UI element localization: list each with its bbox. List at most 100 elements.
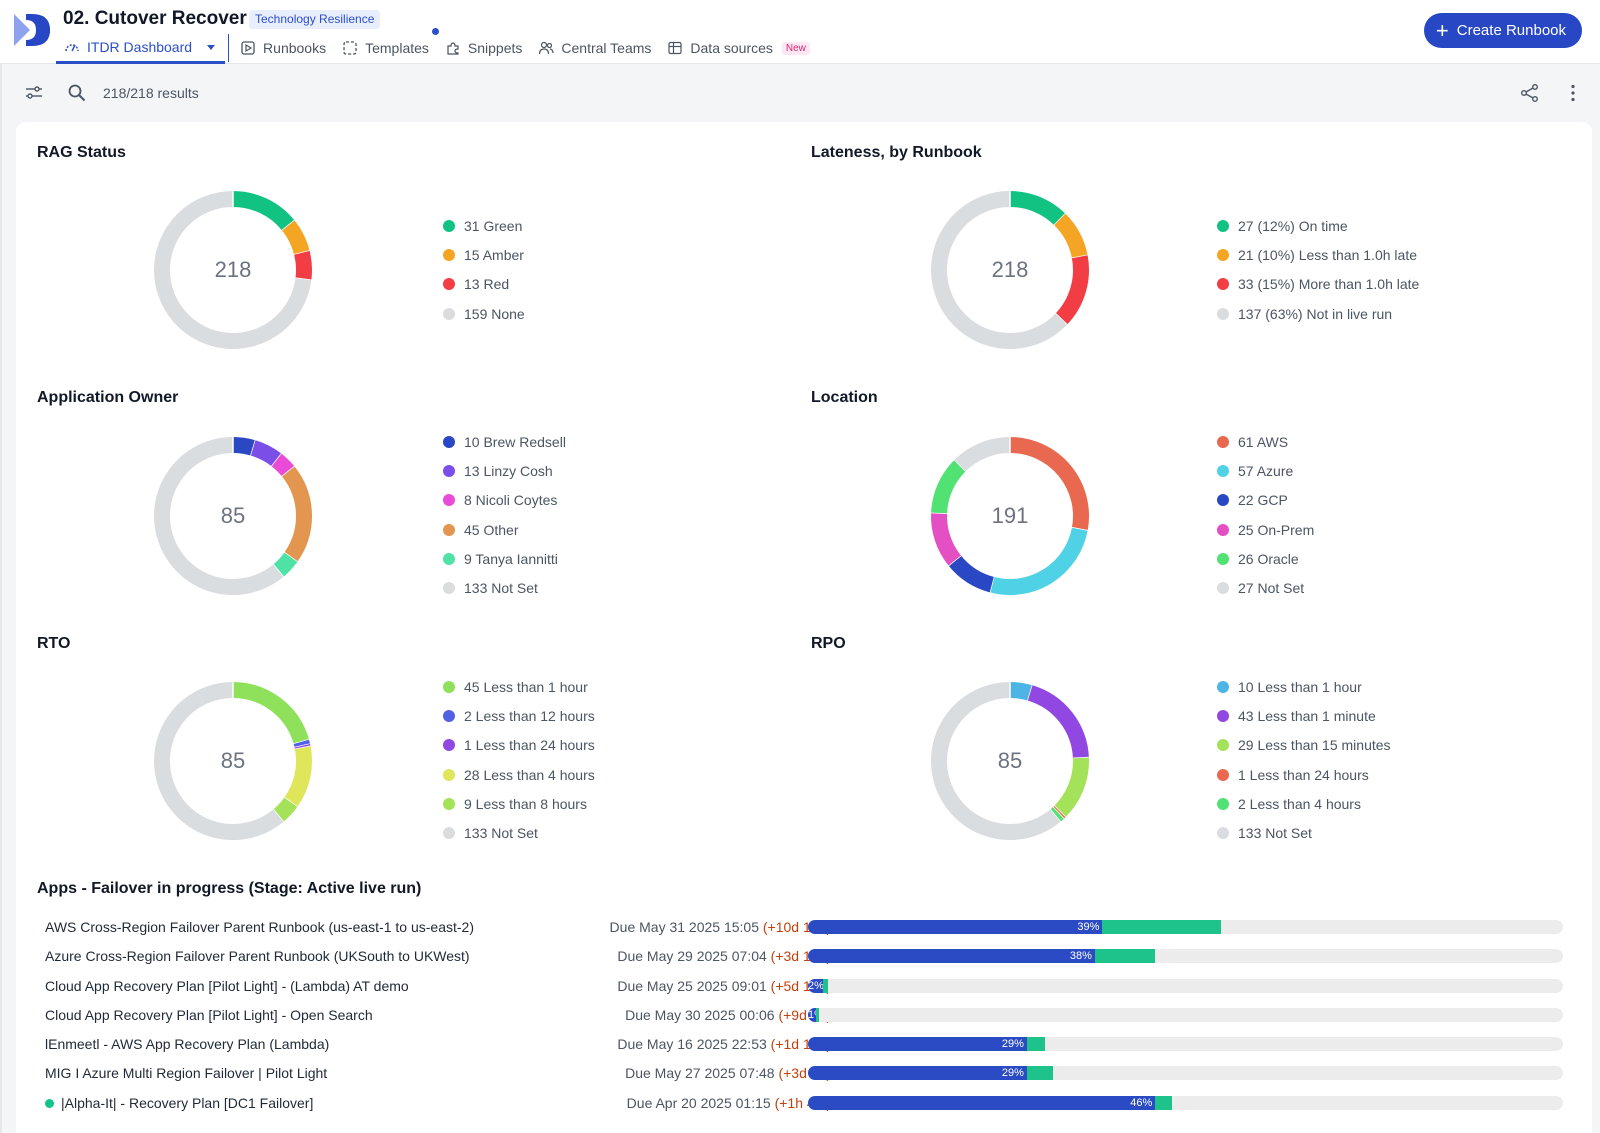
tab-snippets[interactable]: Snippets <box>437 32 530 64</box>
app-row[interactable]: Cloud App Recovery Plan [Pilot Light] - … <box>40 1002 1570 1031</box>
donut-slice[interactable] <box>154 682 284 840</box>
legend-item[interactable]: 43 Less than 1 minute <box>1217 701 1391 730</box>
legend-item[interactable]: 133 Not Set <box>443 818 595 847</box>
donut-slice[interactable] <box>1054 757 1089 818</box>
slice-separator <box>1052 212 1067 227</box>
app-name[interactable]: Cloud App Recovery Plan [Pilot Light] - … <box>45 978 409 994</box>
legend-item[interactable]: 13 Linzy Cosh <box>443 456 566 485</box>
legend-swatch <box>443 435 455 448</box>
donut-slice[interactable] <box>931 459 966 514</box>
progress-bar[interactable]: 46% <box>808 1095 1563 1110</box>
legend-item[interactable]: 10 Brew Redsell <box>443 427 566 456</box>
progress-bar[interactable]: 1% <box>808 1007 1563 1022</box>
legend-item[interactable]: 13 Red <box>443 270 525 299</box>
progress-bar[interactable]: 29% <box>808 1037 1563 1052</box>
app-name[interactable]: Cloud App Recovery Plan [Pilot Light] - … <box>45 1007 373 1023</box>
app-row[interactable]: |Alpha-It| - Recovery Plan [DC1 Failover… <box>40 1090 1570 1119</box>
app-name[interactable]: Azure Cross-Region Failover Parent Runbo… <box>45 948 470 964</box>
legend-item[interactable]: 25 On-Prem <box>1217 515 1314 544</box>
donut-slice[interactable] <box>954 437 1011 472</box>
rto-donut[interactable]: 85 <box>153 681 313 841</box>
legend-item[interactable]: 9 Tanya Iannitti <box>443 544 566 573</box>
app-name[interactable]: AWS Cross-Region Failover Parent Runbook… <box>45 919 474 935</box>
apps-failover-list: AWS Cross-Region Failover Parent Runbook… <box>40 914 1570 1119</box>
donut-slice[interactable] <box>931 512 962 566</box>
legend-item[interactable]: 45 Other <box>443 515 566 544</box>
donut-slice[interactable] <box>989 527 1088 595</box>
filter-sliders-icon[interactable] <box>24 83 44 103</box>
tab-templates[interactable]: Templates <box>334 28 439 64</box>
donut-slice[interactable] <box>281 220 310 256</box>
donut-slice[interactable] <box>948 555 995 593</box>
donut-slice[interactable] <box>931 682 1061 840</box>
donut-slice[interactable] <box>232 191 295 231</box>
tab-data-sources[interactable]: Data sources New <box>659 32 818 64</box>
donut-slice[interactable] <box>232 682 310 745</box>
legend-item[interactable]: 133 Not Set <box>1217 818 1391 847</box>
progress-bar[interactable]: 38% <box>808 949 1563 964</box>
donut-slice[interactable] <box>1054 213 1088 259</box>
legend-item[interactable]: 2 Less than 12 hours <box>443 701 595 730</box>
app-name[interactable]: MIG I Azure Multi Region Failover | Pilo… <box>45 1065 327 1081</box>
legend-item[interactable]: 26 Oracle <box>1217 544 1314 573</box>
app-name-text: lEnmeetl - AWS App Recovery Plan (Lambda… <box>45 1036 330 1053</box>
legend-item[interactable]: 22 GCP <box>1217 486 1314 515</box>
donut-slice[interactable] <box>1009 191 1066 226</box>
legend-item[interactable]: 15 Amber <box>443 240 525 269</box>
share-icon[interactable] <box>1520 83 1540 103</box>
more-vertical-icon[interactable] <box>1563 83 1583 103</box>
tab-itdr-dashboard[interactable]: ITDR Dashboard <box>56 32 226 64</box>
donut-slice[interactable] <box>284 746 312 807</box>
legend-item[interactable]: 133 Not Set <box>443 573 566 602</box>
create-runbook-button[interactable]: + Create Runbook <box>1423 13 1582 48</box>
legend-item[interactable]: 31 Green <box>443 211 525 240</box>
location-donut[interactable]: 191 <box>930 436 1090 596</box>
app-row[interactable]: Cloud App Recovery Plan [Pilot Light] - … <box>40 973 1570 1002</box>
app-row[interactable]: Azure Cross-Region Failover Parent Runbo… <box>40 943 1570 972</box>
legend-item[interactable]: 29 Less than 15 minutes <box>1217 731 1391 760</box>
application-owner-donut[interactable]: 85 <box>153 436 313 596</box>
legend-swatch <box>1217 797 1229 810</box>
lateness-donut[interactable]: 218 <box>930 190 1090 350</box>
donut-slice[interactable] <box>1055 255 1089 325</box>
legend-item[interactable]: 28 Less than 4 hours <box>443 760 595 789</box>
app-name[interactable]: lEnmeetl - AWS App Recovery Plan (Lambda… <box>45 1036 329 1052</box>
app-logo[interactable] <box>12 10 52 50</box>
legend-item[interactable]: 9 Less than 8 hours <box>443 789 595 818</box>
legend-item[interactable]: 45 Less than 1 hour <box>443 672 595 701</box>
app-name[interactable]: |Alpha-It| - Recovery Plan [DC1 Failover… <box>45 1095 313 1111</box>
legend-item[interactable]: 2 Less than 4 hours <box>1217 789 1391 818</box>
tab-central-teams[interactable]: Central Teams <box>530 32 659 64</box>
legend-item[interactable]: 1 Less than 24 hours <box>443 731 595 760</box>
tab-runbooks[interactable]: Runbooks <box>232 32 334 64</box>
legend-item[interactable]: 27 Not Set <box>1217 573 1314 602</box>
legend-item[interactable]: 57 Azure <box>1217 456 1314 485</box>
legend-item[interactable]: 159 None <box>443 299 525 328</box>
app-row[interactable]: AWS Cross-Region Failover Parent Runbook… <box>40 914 1570 943</box>
legend-item[interactable]: 137 (63%) Not in live run <box>1217 299 1419 328</box>
donut-slice[interactable] <box>154 437 284 595</box>
legend-item[interactable]: 21 (10%) Less than 1.0h late <box>1217 240 1419 269</box>
donut-slice[interactable] <box>281 466 312 562</box>
progress-bar[interactable]: 2% <box>808 978 1563 993</box>
donut-slice[interactable] <box>154 191 312 349</box>
workspace-badge[interactable]: Technology Resilience <box>249 10 381 29</box>
progress-bar[interactable]: 29% <box>808 1066 1563 1081</box>
legend-item[interactable]: 33 (15%) More than 1.0h late <box>1217 270 1419 299</box>
legend-item[interactable]: 8 Nicoli Coytes <box>443 486 566 515</box>
donut-slice[interactable] <box>931 191 1068 349</box>
donut-slice[interactable] <box>1027 685 1089 759</box>
legend-item[interactable]: 10 Less than 1 hour <box>1217 672 1391 701</box>
app-row[interactable]: MIG I Azure Multi Region Failover | Pilo… <box>40 1060 1570 1089</box>
progress-complete: 38% <box>808 949 1095 964</box>
search-icon[interactable] <box>67 83 87 103</box>
rag-status-donut[interactable]: 218 <box>153 190 313 350</box>
legend-item[interactable]: 61 AWS <box>1217 427 1314 456</box>
rpo-donut[interactable]: 85 <box>930 681 1090 841</box>
progress-bar[interactable]: 39% <box>808 920 1563 934</box>
app-row[interactable]: lEnmeetl - AWS App Recovery Plan (Lambda… <box>40 1031 1570 1060</box>
chevron-down-icon[interactable] <box>205 41 217 53</box>
legend-item[interactable]: 27 (12%) On time <box>1217 211 1419 240</box>
legend-item[interactable]: 1 Less than 24 hours <box>1217 760 1391 789</box>
donut-slice[interactable] <box>1009 437 1089 531</box>
